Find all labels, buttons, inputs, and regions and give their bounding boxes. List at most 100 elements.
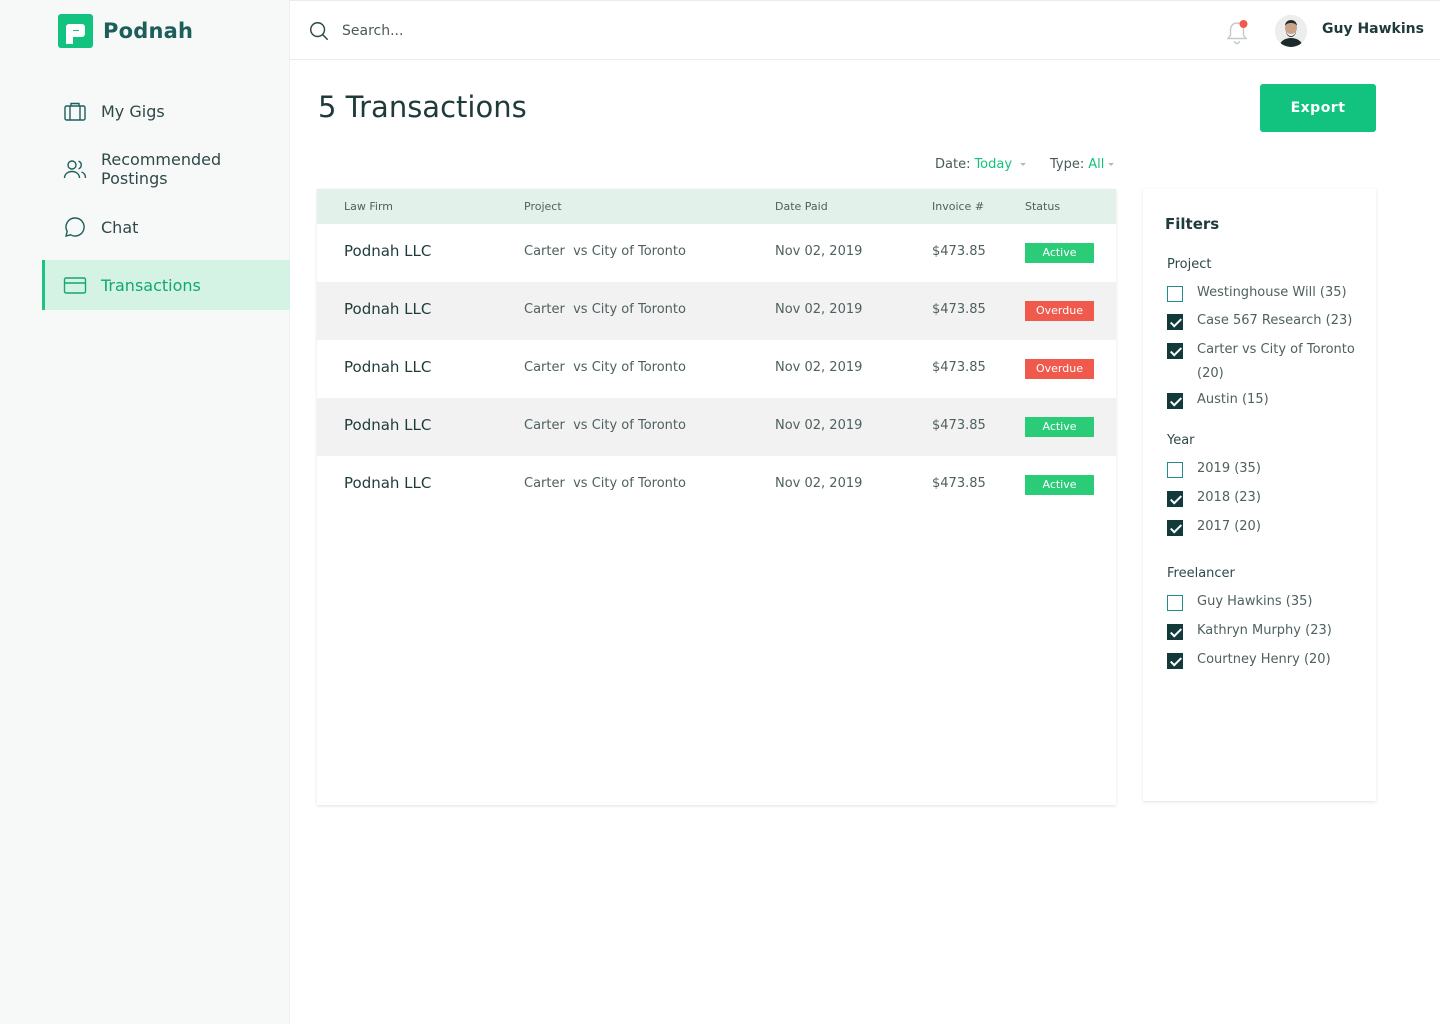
type-filter-dropdown[interactable]: Type: All — [1050, 157, 1115, 172]
date-filter-value: Today — [974, 157, 1013, 172]
credit-card-icon — [63, 277, 87, 294]
filter-option-freelancer[interactable]: Courtney Henry (20) — [1167, 652, 1367, 672]
filter-option-label: Case 567 Research (23) — [1197, 313, 1353, 328]
status-badge: Active — [1025, 475, 1094, 495]
filters-title: Filters — [1165, 215, 1220, 233]
checkbox[interactable] — [1167, 343, 1183, 359]
page-title: 5 Transactions — [318, 90, 527, 124]
type-filter-value: All — [1088, 157, 1105, 172]
table-row[interactable]: Podnah LLC Carter vs City of Toronto Nov… — [317, 282, 1116, 340]
filter-option-freelancer[interactable]: Kathryn Murphy (23) — [1167, 623, 1367, 643]
filters-panel: Filters Project Westinghouse Will (35) C… — [1143, 189, 1376, 801]
date-filter-label: Date: — [935, 157, 971, 172]
law-firm-cell: Podnah LLC — [344, 300, 432, 318]
sidebar-item-chat[interactable]: Chat — [42, 202, 290, 252]
invoice-cell: $473.85 — [932, 302, 986, 317]
date-filter-dropdown[interactable]: Date: Today — [935, 157, 1027, 172]
status-badge: Overdue — [1025, 359, 1094, 379]
column-header-project[interactable]: Project — [524, 200, 562, 213]
top-bar: Guy Hawkins — [290, 0, 1440, 60]
checkbox[interactable] — [1167, 462, 1183, 478]
column-header-status[interactable]: Status — [1025, 200, 1061, 213]
transactions-table: Law Firm Project Date Paid Invoice # Sta… — [317, 189, 1116, 805]
notification-dot — [1239, 20, 1248, 28]
column-header-date-paid[interactable]: Date Paid — [775, 200, 828, 213]
search-input[interactable] — [342, 17, 742, 45]
users-icon — [63, 160, 87, 179]
date-paid-cell: Nov 02, 2019 — [775, 360, 863, 375]
filter-option-year[interactable]: 2018 (23) — [1167, 490, 1367, 510]
caret-down-icon — [1108, 163, 1115, 166]
checkbox[interactable] — [1167, 624, 1183, 640]
type-filter-label: Type: — [1050, 157, 1085, 172]
invoice-cell: $473.85 — [932, 244, 986, 259]
filter-option-freelancer[interactable]: Guy Hawkins (35) — [1167, 594, 1367, 614]
invoice-cell: $473.85 — [932, 476, 986, 491]
date-paid-cell: Nov 02, 2019 — [775, 302, 863, 317]
checkbox[interactable] — [1167, 653, 1183, 669]
export-button[interactable]: Export — [1260, 84, 1376, 132]
app-name: Podnah — [103, 19, 194, 43]
sidebar-item-label: My Gigs — [101, 101, 165, 121]
checkbox[interactable] — [1167, 520, 1183, 536]
status-badge: Active — [1025, 417, 1094, 437]
law-firm-cell: Podnah LLC — [344, 242, 432, 260]
table-row[interactable]: Podnah LLC Carter vs City of Toronto Nov… — [317, 456, 1116, 514]
filter-option-year[interactable]: 2017 (20) — [1167, 519, 1367, 539]
checkbox[interactable] — [1167, 393, 1183, 409]
invoice-cell: $473.85 — [932, 418, 986, 433]
table-header: Law Firm Project Date Paid Invoice # Sta… — [317, 189, 1116, 224]
column-header-law-firm[interactable]: Law Firm — [344, 200, 393, 213]
status-badge: Active — [1025, 243, 1094, 263]
sidebar-item-label: Transactions — [101, 275, 201, 295]
filter-group-title-project: Project — [1167, 257, 1212, 272]
sidebar-item-my-gigs[interactable]: My Gigs — [42, 86, 290, 136]
filter-option-label: Carter vs City of Toronto (20) — [1197, 342, 1355, 381]
sidebar-item-label: Recommended Postings — [101, 150, 222, 188]
law-firm-cell: Podnah LLC — [344, 416, 432, 434]
law-firm-cell: Podnah LLC — [344, 358, 432, 376]
filter-option-project[interactable]: Austin (15) — [1167, 392, 1367, 412]
search-icon[interactable] — [308, 20, 330, 42]
column-header-invoice[interactable]: Invoice # — [932, 200, 985, 213]
invoice-cell: $473.85 — [932, 360, 986, 375]
table-row[interactable]: Podnah LLC Carter vs City of Toronto Nov… — [317, 398, 1116, 456]
filter-option-label: Kathryn Murphy (23) — [1197, 623, 1332, 638]
filter-option-project[interactable]: Carter vs City of Toronto (20) — [1167, 342, 1367, 386]
user-avatar-icon — [1275, 15, 1307, 47]
caret-down-icon — [1020, 163, 1027, 166]
table-row[interactable]: Podnah LLC Carter vs City of Toronto Nov… — [317, 224, 1116, 282]
filter-option-label: Austin (15) — [1197, 392, 1269, 407]
filter-option-project[interactable]: Westinghouse Will (35) — [1167, 285, 1367, 305]
table-row[interactable]: Podnah LLC Carter vs City of Toronto Nov… — [317, 340, 1116, 398]
checkbox[interactable] — [1167, 491, 1183, 507]
checkbox[interactable] — [1167, 286, 1183, 302]
filter-option-label: 2018 (23) — [1197, 490, 1261, 505]
project-cell: Carter vs City of Toronto — [524, 302, 686, 317]
user-name[interactable]: Guy Hawkins — [1322, 21, 1424, 37]
filter-option-label: 2017 (20) — [1197, 519, 1261, 534]
checkbox[interactable] — [1167, 595, 1183, 611]
project-cell: Carter vs City of Toronto — [524, 360, 686, 375]
logo-icon — [58, 14, 93, 48]
briefcase-icon — [64, 102, 86, 121]
bell-icon[interactable] — [1224, 18, 1250, 46]
filter-option-label: Westinghouse Will (35) — [1197, 285, 1347, 300]
project-cell: Carter vs City of Toronto — [524, 476, 686, 491]
sidebar-item-transactions[interactable]: Transactions — [42, 260, 290, 310]
date-paid-cell: Nov 02, 2019 — [775, 244, 863, 259]
filter-option-label: Guy Hawkins (35) — [1197, 594, 1313, 609]
sidebar-nav: My Gigs Recommended Postings Chat Transa… — [42, 86, 290, 318]
sidebar: Podnah My Gigs Recommended Postings — [0, 0, 290, 1024]
avatar[interactable] — [1275, 15, 1307, 47]
checkbox[interactable] — [1167, 314, 1183, 330]
law-firm-cell: Podnah LLC — [344, 474, 432, 492]
sidebar-item-label: Chat — [101, 217, 139, 237]
filter-option-project[interactable]: Case 567 Research (23) — [1167, 313, 1367, 333]
logo[interactable]: Podnah — [58, 14, 193, 48]
filter-group-title-freelancer: Freelancer — [1167, 566, 1235, 581]
sidebar-item-recommended-postings[interactable]: Recommended Postings — [42, 144, 290, 194]
filter-option-label: 2019 (35) — [1197, 461, 1261, 476]
filter-option-label: Courtney Henry (20) — [1197, 652, 1331, 667]
filter-option-year[interactable]: 2019 (35) — [1167, 461, 1367, 481]
